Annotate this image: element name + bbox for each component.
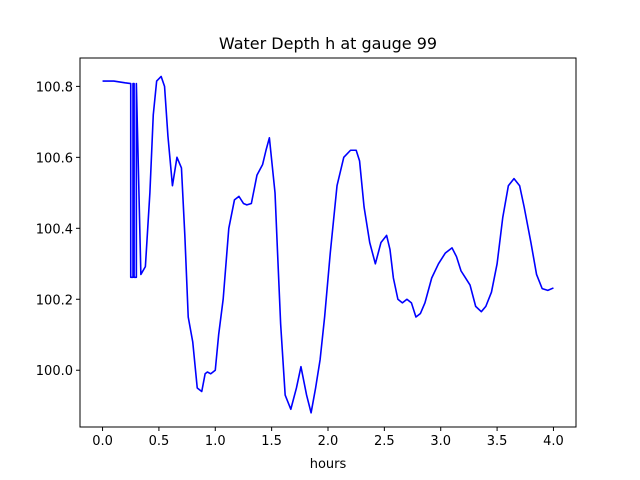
- x-tick-label: 3.0: [430, 434, 451, 449]
- y-tick-label: 100.8: [36, 80, 73, 95]
- x-tick-label: 3.5: [487, 434, 508, 449]
- y-tick-label: 100.4: [36, 222, 73, 237]
- y-tick-label: 100.6: [36, 151, 73, 166]
- series-line-0: [102, 75, 554, 414]
- y-tick-label: 100.2: [36, 293, 73, 308]
- chart-title: Water Depth h at gauge 99: [219, 34, 437, 53]
- x-axis: 0.0 0.5 1.0 1.5 2.0 2.5 3.0 3.5 4.0: [92, 427, 564, 449]
- x-tick-label: 1.0: [205, 434, 226, 449]
- x-tick-label: 2.0: [318, 434, 339, 449]
- x-tick-label: 2.5: [374, 434, 395, 449]
- x-tick-label: 0.0: [92, 434, 113, 449]
- x-axis-label: hours: [310, 457, 347, 472]
- y-axis: 100.0 100.2 100.4 100.6 100.8: [36, 80, 80, 379]
- series-layer: [102, 75, 554, 414]
- x-tick-label: 0.5: [149, 434, 170, 449]
- y-tick-label: 100.0: [36, 364, 73, 379]
- x-tick-label: 1.5: [261, 434, 282, 449]
- x-tick-label: 4.0: [543, 434, 564, 449]
